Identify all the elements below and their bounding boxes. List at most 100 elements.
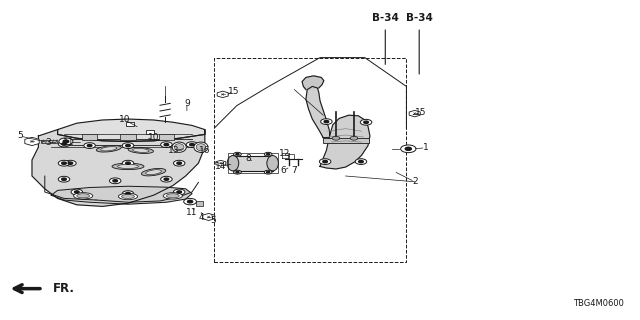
Text: 15: 15	[415, 108, 427, 117]
Circle shape	[61, 162, 67, 164]
Circle shape	[113, 180, 118, 182]
Circle shape	[324, 120, 329, 123]
Circle shape	[264, 152, 272, 156]
Circle shape	[184, 198, 196, 205]
Ellipse shape	[174, 144, 184, 151]
Circle shape	[58, 160, 70, 166]
Circle shape	[236, 172, 239, 173]
Ellipse shape	[194, 142, 208, 152]
Circle shape	[58, 176, 70, 182]
Bar	[323, 138, 369, 143]
Polygon shape	[202, 213, 215, 220]
Text: 7: 7	[292, 166, 297, 175]
Polygon shape	[302, 76, 324, 90]
Circle shape	[63, 140, 68, 143]
Text: 10: 10	[119, 116, 131, 124]
Text: 15: 15	[228, 87, 239, 96]
Ellipse shape	[128, 147, 154, 154]
Circle shape	[161, 142, 172, 148]
Text: 1: 1	[423, 143, 428, 152]
Ellipse shape	[172, 142, 186, 152]
Circle shape	[161, 176, 172, 182]
Circle shape	[332, 136, 340, 140]
Ellipse shape	[100, 147, 117, 151]
Polygon shape	[51, 186, 192, 204]
Text: B-34: B-34	[406, 12, 433, 23]
Circle shape	[61, 178, 67, 180]
Circle shape	[267, 154, 269, 155]
Circle shape	[188, 200, 193, 203]
Bar	[214, 58, 406, 262]
Ellipse shape	[141, 168, 166, 176]
Circle shape	[109, 178, 121, 184]
Circle shape	[189, 143, 195, 146]
Polygon shape	[217, 91, 228, 98]
Ellipse shape	[227, 156, 239, 171]
Text: 11: 11	[186, 208, 198, 217]
Bar	[120, 134, 136, 140]
Circle shape	[405, 147, 412, 150]
Circle shape	[264, 170, 272, 174]
Circle shape	[74, 191, 79, 193]
Circle shape	[87, 144, 92, 147]
Circle shape	[267, 172, 269, 173]
Text: FR.: FR.	[52, 282, 74, 295]
Text: TBG4M0600: TBG4M0600	[573, 299, 624, 308]
Circle shape	[319, 159, 331, 164]
Ellipse shape	[112, 163, 144, 170]
Circle shape	[234, 170, 241, 174]
Polygon shape	[216, 160, 226, 166]
Circle shape	[236, 154, 239, 155]
Ellipse shape	[118, 164, 138, 168]
Text: 11: 11	[63, 138, 75, 147]
Circle shape	[350, 136, 358, 140]
Bar	[233, 156, 273, 171]
Circle shape	[364, 121, 369, 124]
Circle shape	[122, 143, 134, 148]
Text: 13: 13	[168, 146, 180, 155]
Bar	[41, 140, 57, 143]
Text: 14: 14	[215, 162, 227, 171]
Polygon shape	[58, 119, 205, 141]
Circle shape	[164, 178, 169, 180]
Bar	[82, 134, 97, 140]
Circle shape	[61, 143, 67, 145]
Bar	[228, 153, 278, 173]
Circle shape	[173, 189, 185, 195]
Text: B-34: B-34	[372, 12, 399, 23]
Circle shape	[59, 138, 73, 145]
Circle shape	[125, 162, 131, 164]
Circle shape	[234, 152, 241, 156]
Polygon shape	[320, 115, 370, 169]
Circle shape	[360, 119, 372, 125]
Bar	[196, 201, 203, 206]
Circle shape	[323, 160, 328, 163]
Bar	[146, 130, 154, 134]
Text: 2: 2	[412, 177, 417, 186]
Ellipse shape	[77, 194, 90, 198]
Ellipse shape	[97, 146, 121, 152]
Circle shape	[177, 191, 182, 193]
Ellipse shape	[267, 156, 278, 171]
Circle shape	[65, 160, 76, 166]
Polygon shape	[409, 110, 420, 117]
Text: 5: 5	[211, 216, 216, 225]
Text: 16: 16	[199, 146, 211, 155]
Circle shape	[125, 192, 131, 195]
Ellipse shape	[118, 193, 138, 200]
Ellipse shape	[132, 148, 149, 152]
Text: 8: 8	[246, 154, 251, 163]
Ellipse shape	[196, 144, 206, 151]
Bar	[126, 122, 134, 126]
Circle shape	[68, 162, 73, 164]
Circle shape	[177, 162, 182, 164]
Circle shape	[122, 160, 134, 166]
Text: 5: 5	[17, 132, 22, 140]
Text: 10: 10	[148, 133, 159, 142]
Circle shape	[173, 160, 185, 166]
Ellipse shape	[163, 193, 182, 199]
Circle shape	[122, 191, 134, 196]
Circle shape	[84, 143, 95, 148]
Text: 9: 9	[184, 99, 189, 108]
Ellipse shape	[146, 170, 161, 175]
